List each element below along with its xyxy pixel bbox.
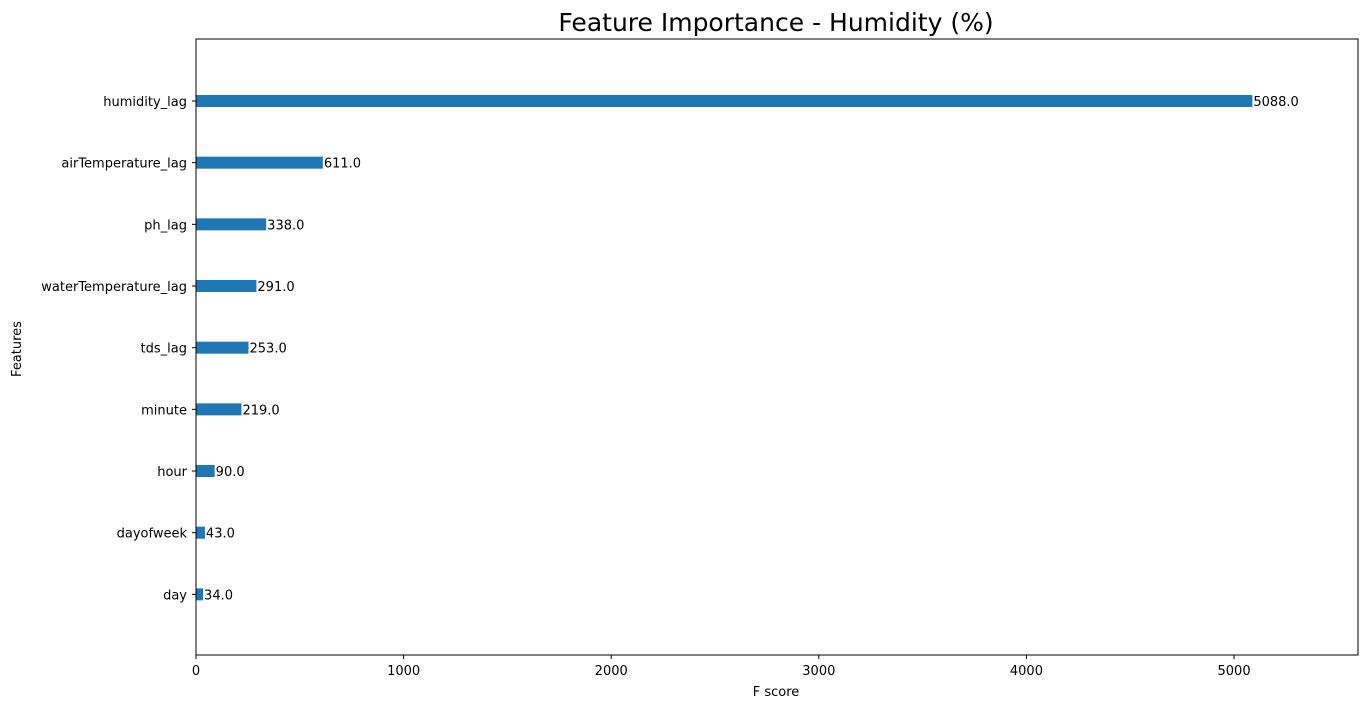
y-tick-label: day (163, 588, 187, 603)
bar-value-label: 34.0 (204, 588, 233, 603)
bar-value-label: 291.0 (257, 280, 294, 295)
ticks-layer: humidity_lag airTemperature_lag ph_lagwate… (41, 95, 1250, 679)
bar-value-label: 253.0 (250, 342, 287, 357)
bar (196, 156, 323, 169)
bar-value-label: 5088.0 (1253, 95, 1299, 110)
x-tick-label: 1000 (387, 664, 420, 679)
y-axis-label: Features (10, 321, 25, 377)
bar-value-label: 338.0 (267, 218, 304, 233)
bar (196, 218, 267, 231)
y-tick-label: minute (141, 403, 187, 418)
x-tick-label: 4000 (1010, 664, 1043, 679)
chart-title: Feature Importance - Humidity (%) (558, 8, 993, 37)
y-tick-label: dayofweek (117, 527, 188, 542)
bar-value-label: 219.0 (242, 403, 279, 418)
y-tick-label: tds_lag (141, 342, 187, 357)
y-tick-label: hour (157, 465, 187, 480)
plot-frame (195, 38, 1359, 656)
y-tick-label: ph_lag (144, 218, 187, 233)
x-tick-label: 3000 (802, 664, 835, 679)
x-axis-label: F score (753, 685, 800, 700)
bar (196, 280, 257, 293)
bar (196, 526, 205, 539)
bar-value-label: 611.0 (324, 157, 361, 172)
bar-value-label: 90.0 (216, 465, 245, 480)
bar (196, 341, 249, 354)
bars-layer: 5088.0 611.0 338.0 291.0 253.0 219.0 90.0 43.0 3… (196, 95, 1299, 603)
y-tick-label: humidity_lag (103, 95, 187, 110)
bar (196, 465, 215, 478)
bar (196, 95, 1253, 107)
bar (196, 588, 204, 601)
x-tick-label: 2000 (595, 664, 628, 679)
x-tick-label: 5000 (1218, 664, 1251, 679)
bar (196, 403, 242, 416)
x-tick-label: 0 (192, 664, 200, 679)
y-tick-label: airTemperature_lag (61, 157, 187, 172)
y-tick-label: waterTemperature_lag (41, 280, 187, 295)
bar-value-label: 43.0 (206, 527, 235, 542)
